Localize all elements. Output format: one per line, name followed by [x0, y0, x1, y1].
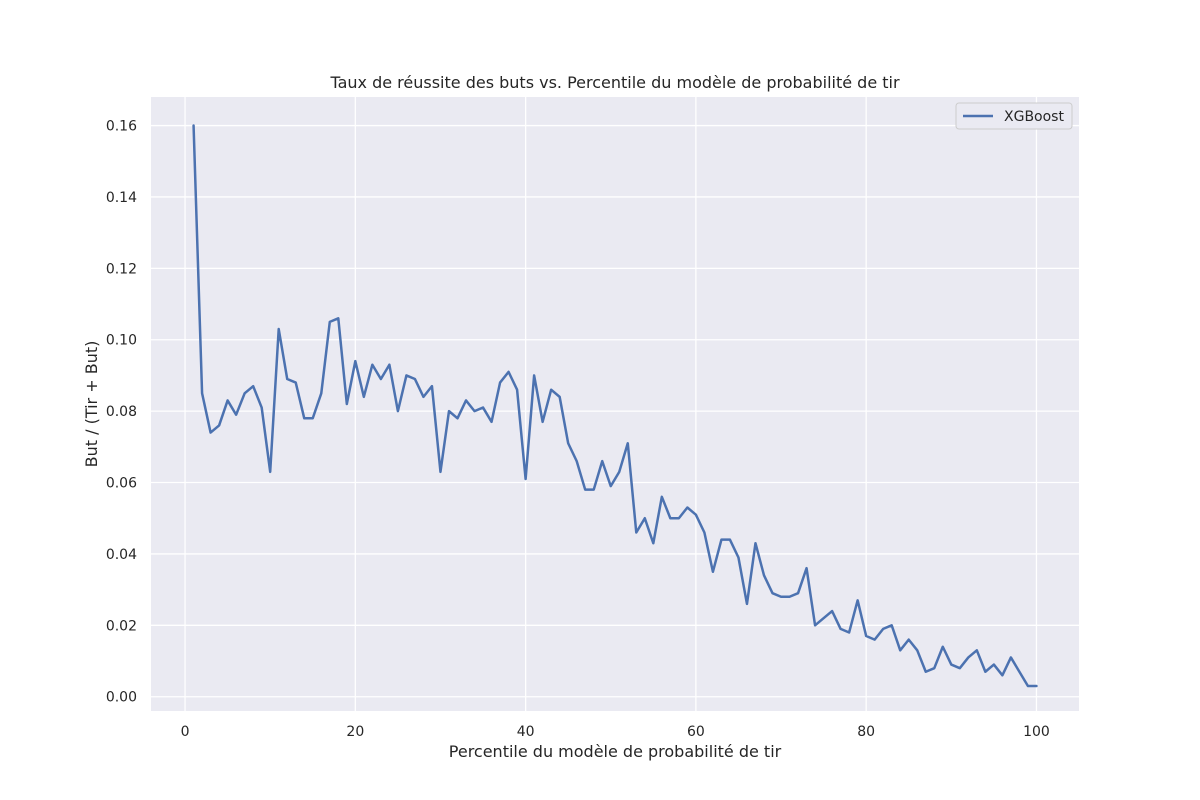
- x-axis-ticks: 0 20 40 60 80 100: [181, 724, 1050, 740]
- y-tick-label: 0.16: [106, 119, 137, 135]
- legend: XGBoost: [955, 102, 1073, 130]
- grid-lines: [151, 97, 1079, 711]
- y-tick-label: 0.00: [106, 690, 137, 706]
- y-tick-label: 0.10: [106, 333, 137, 349]
- y-tick-label: 0.06: [106, 476, 137, 492]
- x-tick-label: 40: [517, 724, 535, 740]
- plot-area: [151, 97, 1079, 711]
- y-tick-label: 0.14: [106, 190, 137, 206]
- x-tick-label: 20: [346, 724, 364, 740]
- x-tick-label: 100: [1023, 724, 1050, 740]
- y-axis-ticks: 0.00 0.02 0.04 0.06 0.08 0.10 0.12 0.14 0.16: [106, 119, 137, 706]
- y-tick-label: 0.02: [106, 618, 137, 634]
- series-layer: [192, 124, 1038, 688]
- x-tick-label: 0: [181, 724, 190, 740]
- chart-title: Taux de réussite des buts vs. Percentile…: [329, 73, 900, 92]
- y-tick-label: 0.08: [106, 404, 137, 420]
- y-tick-label: 0.12: [106, 261, 137, 277]
- y-tick-label: 0.04: [106, 547, 137, 563]
- series-line-xgboost: [192, 124, 1038, 688]
- x-axis-title: Percentile du modèle de probabilité de t…: [449, 742, 782, 761]
- legend-label: XGBoost: [1004, 109, 1064, 125]
- x-tick-label: 80: [857, 724, 875, 740]
- y-axis-title: But / (Tir + But): [82, 341, 101, 468]
- legend-box: [955, 102, 1073, 130]
- x-tick-label: 60: [687, 724, 705, 740]
